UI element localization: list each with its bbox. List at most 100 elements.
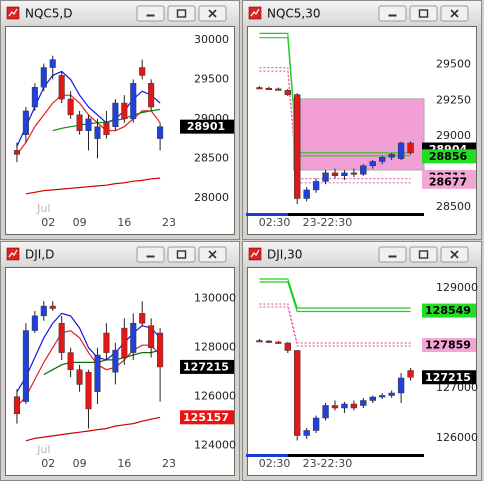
maximize-button[interactable] xyxy=(409,5,438,22)
candle-body xyxy=(331,172,339,176)
candle-body xyxy=(40,67,47,88)
minimize-glyph xyxy=(388,14,397,17)
close-glyph xyxy=(450,9,459,18)
session-bar-active xyxy=(246,454,288,457)
candle-body xyxy=(85,118,92,131)
candle-body xyxy=(112,349,119,373)
price-label: 127215 xyxy=(183,360,229,373)
x-tick-label: 23-22:30 xyxy=(303,216,353,229)
window-title: NQC5,30 xyxy=(267,7,321,21)
candle-body xyxy=(265,87,273,90)
maximize-glyph xyxy=(176,250,187,259)
indicator-line xyxy=(259,67,411,180)
price-label: 128549 xyxy=(425,304,471,317)
minimize-glyph xyxy=(146,255,155,258)
candle-body xyxy=(13,396,20,415)
maximize-glyph xyxy=(176,9,187,18)
candle-body xyxy=(13,150,20,155)
x-tick-label: 23 xyxy=(162,216,176,229)
candle-body xyxy=(112,102,119,127)
indicator-line xyxy=(259,70,411,184)
y-tick-label: 29500 xyxy=(436,58,471,71)
candle-body xyxy=(265,340,273,343)
candle-body xyxy=(130,83,137,120)
x-tick-label: 23 xyxy=(162,457,176,470)
price-label-box xyxy=(422,174,476,189)
candle-body xyxy=(22,330,29,402)
minimize-glyph xyxy=(388,255,397,258)
y-tick-label: 124000 xyxy=(194,439,236,452)
candle-body xyxy=(67,352,74,370)
session-bar xyxy=(246,213,424,216)
minimize-button[interactable] xyxy=(378,246,407,263)
x-tick-label: 16 xyxy=(117,216,131,229)
x-tick-label: 23-22:30 xyxy=(303,457,353,470)
x-tick-label: 02:30 xyxy=(259,457,291,470)
price-label-box xyxy=(422,370,476,385)
candle-body xyxy=(31,315,38,331)
session-bar xyxy=(246,454,424,457)
candle-body xyxy=(312,181,320,191)
price-label-box xyxy=(422,338,476,353)
candle-body xyxy=(22,110,29,135)
y-tick-label: 128000 xyxy=(194,341,236,354)
candle-body xyxy=(157,126,164,139)
price-label-box xyxy=(422,149,476,164)
candle-body xyxy=(322,172,329,182)
maximize-glyph xyxy=(418,9,429,18)
candle-body xyxy=(341,403,348,409)
window-title: NQC5,D xyxy=(25,7,73,21)
y-tick-label: 28500 xyxy=(194,151,229,164)
minimize-button[interactable] xyxy=(136,246,165,263)
candle-body xyxy=(322,405,329,419)
candle-body xyxy=(407,370,414,378)
session-bar-active xyxy=(246,213,288,216)
candle-body xyxy=(360,165,367,175)
x-tick-label: 02 xyxy=(41,457,55,470)
indicator-line xyxy=(259,278,411,309)
candle-body xyxy=(76,369,83,385)
x-tick-label: 02 xyxy=(41,216,55,229)
candle-body xyxy=(369,161,376,167)
indicator-line xyxy=(25,177,161,195)
candle-body xyxy=(130,322,137,353)
candle-body xyxy=(76,114,83,131)
minimize-button[interactable] xyxy=(136,5,165,22)
candle-body xyxy=(350,172,358,175)
candle-body xyxy=(58,322,65,353)
candle-body xyxy=(303,189,310,199)
price-label: 127859 xyxy=(425,339,471,352)
candle-body xyxy=(148,83,155,108)
y-tick-label: 130000 xyxy=(194,292,236,305)
candle-body xyxy=(341,172,348,176)
candle-body xyxy=(139,313,146,324)
x-tick-label: 02:30 xyxy=(259,216,291,229)
minimize-glyph xyxy=(146,14,155,17)
candle-body xyxy=(284,342,291,351)
price-label-box xyxy=(180,119,234,134)
candle-body xyxy=(148,325,155,348)
candle-body xyxy=(331,405,339,409)
candle-body xyxy=(388,392,395,396)
candle-body xyxy=(379,156,386,162)
x-tick-label: 09 xyxy=(73,216,87,229)
indicator-line xyxy=(259,281,411,313)
candle-body xyxy=(407,142,414,154)
y-tick-label: 29250 xyxy=(436,93,471,106)
maximize-button[interactable] xyxy=(167,5,196,22)
window-title: DJI,30 xyxy=(267,248,302,262)
maximize-glyph xyxy=(418,250,429,259)
minimize-button[interactable] xyxy=(378,5,407,22)
maximize-button[interactable] xyxy=(409,246,438,263)
price-label: 28856 xyxy=(429,150,468,163)
maximize-button[interactable] xyxy=(167,246,196,263)
period-label: Jul xyxy=(36,202,50,215)
price-label-box xyxy=(422,303,476,318)
indicator-line xyxy=(259,32,411,154)
candle-body xyxy=(49,59,56,68)
price-label-box xyxy=(180,359,234,374)
close-glyph xyxy=(208,9,217,18)
candle-body xyxy=(397,142,405,159)
y-tick-label: 29500 xyxy=(194,72,229,85)
